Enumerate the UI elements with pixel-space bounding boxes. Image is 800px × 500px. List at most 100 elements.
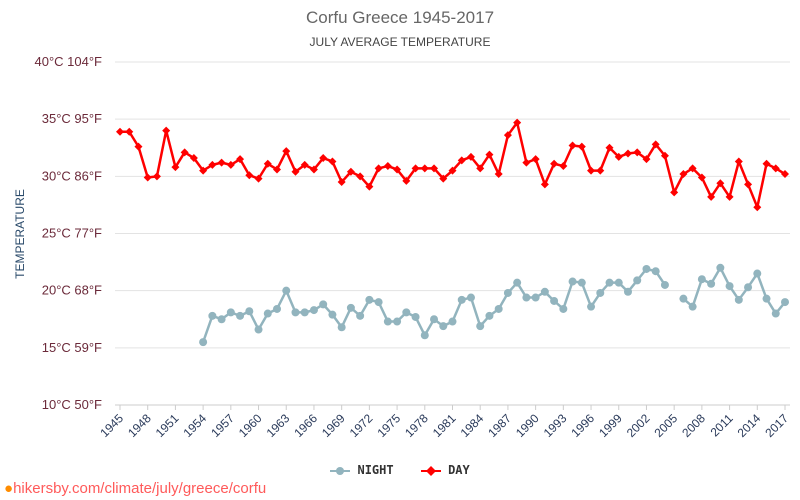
night-point bbox=[346, 303, 355, 312]
y-tick-label: 10°C 50°F bbox=[42, 397, 102, 412]
day-point bbox=[208, 160, 217, 169]
day-point bbox=[189, 154, 198, 163]
night-point bbox=[411, 312, 420, 321]
night-point bbox=[254, 325, 263, 334]
day-point bbox=[522, 158, 531, 167]
day-point bbox=[781, 170, 789, 179]
x-tick-label: 1984 bbox=[458, 411, 487, 440]
day-point bbox=[688, 164, 697, 173]
day-point bbox=[614, 152, 623, 161]
night-point bbox=[393, 317, 402, 326]
day-point bbox=[430, 164, 439, 173]
x-tick-label: 1990 bbox=[513, 411, 542, 440]
day-point bbox=[263, 159, 272, 168]
day-point bbox=[651, 140, 660, 149]
night-point bbox=[651, 267, 660, 276]
x-tick-label: 1978 bbox=[402, 411, 431, 440]
day-point bbox=[734, 157, 743, 166]
day-point bbox=[309, 165, 318, 174]
legend-item-day[interactable]: DAY bbox=[420, 463, 470, 477]
night-point bbox=[753, 269, 762, 278]
x-tick-label: 1945 bbox=[97, 411, 126, 440]
night-point bbox=[383, 317, 392, 326]
day-point bbox=[134, 142, 143, 151]
day-point bbox=[337, 178, 346, 187]
legend: NIGHT DAY bbox=[0, 463, 800, 477]
day-point bbox=[365, 182, 374, 191]
day-point bbox=[420, 164, 429, 173]
day-point bbox=[402, 176, 411, 185]
x-tick-label: 2005 bbox=[652, 411, 681, 440]
day-point bbox=[328, 157, 337, 166]
source-link[interactable]: ●hikersby.com/climate/july/greece/corfu bbox=[4, 480, 266, 497]
y-tick-label: 40°C 104°F bbox=[35, 54, 103, 69]
y-axis-label: TEMPERATURE bbox=[13, 189, 27, 279]
x-tick-label: 1996 bbox=[568, 411, 597, 440]
day-point bbox=[282, 147, 291, 156]
night-point bbox=[245, 307, 254, 316]
day-point bbox=[716, 179, 725, 188]
night-point bbox=[319, 300, 328, 309]
night-point bbox=[448, 317, 457, 326]
x-tick-label: 2008 bbox=[679, 411, 708, 440]
y-tick-label: 35°C 95°F bbox=[42, 111, 102, 126]
night-point bbox=[328, 310, 337, 319]
day-point bbox=[300, 160, 309, 169]
night-point bbox=[688, 302, 697, 311]
night-line bbox=[201, 267, 666, 343]
x-tick-label: 1957 bbox=[208, 411, 237, 440]
day-point bbox=[439, 174, 448, 183]
day-point bbox=[291, 167, 300, 176]
day-point bbox=[744, 180, 753, 189]
night-point bbox=[402, 308, 411, 317]
night-point bbox=[430, 315, 439, 324]
x-tick-label: 1966 bbox=[291, 411, 320, 440]
day-point bbox=[152, 172, 161, 181]
x-tick-label: 1963 bbox=[264, 411, 293, 440]
day-line bbox=[120, 121, 786, 209]
night-point bbox=[466, 293, 475, 302]
night-point bbox=[614, 278, 623, 287]
night-point bbox=[420, 331, 429, 340]
night-point bbox=[716, 263, 725, 272]
night-point bbox=[337, 323, 346, 332]
day-point bbox=[180, 148, 189, 157]
day-point bbox=[245, 171, 254, 180]
day-point bbox=[623, 149, 632, 158]
day-point bbox=[577, 142, 586, 151]
x-tick-label: 1987 bbox=[485, 411, 514, 440]
day-point bbox=[540, 180, 549, 189]
day-point bbox=[762, 159, 771, 168]
night-point bbox=[660, 280, 669, 289]
night-point bbox=[217, 315, 226, 324]
x-tick-label: 1960 bbox=[236, 411, 265, 440]
y-tick-label: 20°C 68°F bbox=[42, 283, 102, 298]
day-point bbox=[503, 131, 512, 140]
night-point bbox=[273, 304, 282, 313]
night-point bbox=[781, 298, 789, 307]
night-point bbox=[439, 322, 448, 331]
day-point bbox=[383, 162, 392, 171]
day-point bbox=[670, 188, 679, 197]
legend-item-night[interactable]: NIGHT bbox=[330, 463, 401, 477]
x-tick-label: 1981 bbox=[430, 411, 459, 440]
x-tick-label: 1951 bbox=[153, 411, 182, 440]
night-point bbox=[531, 293, 540, 302]
night-point bbox=[771, 309, 780, 318]
night-point bbox=[596, 288, 605, 297]
x-tick-label: 2017 bbox=[762, 411, 791, 440]
chart-subtitle: JULY AVERAGE TEMPERATURE bbox=[309, 35, 491, 49]
night-point bbox=[226, 308, 235, 317]
night-point bbox=[550, 296, 559, 305]
night-point bbox=[633, 276, 642, 285]
day-point bbox=[171, 163, 180, 172]
night-point bbox=[282, 286, 291, 295]
day-point bbox=[199, 166, 208, 175]
night-point bbox=[642, 264, 651, 273]
night-point bbox=[744, 283, 753, 292]
night-point bbox=[679, 294, 688, 303]
day-point bbox=[393, 165, 402, 174]
day-point bbox=[485, 150, 494, 159]
day-point bbox=[531, 155, 540, 164]
